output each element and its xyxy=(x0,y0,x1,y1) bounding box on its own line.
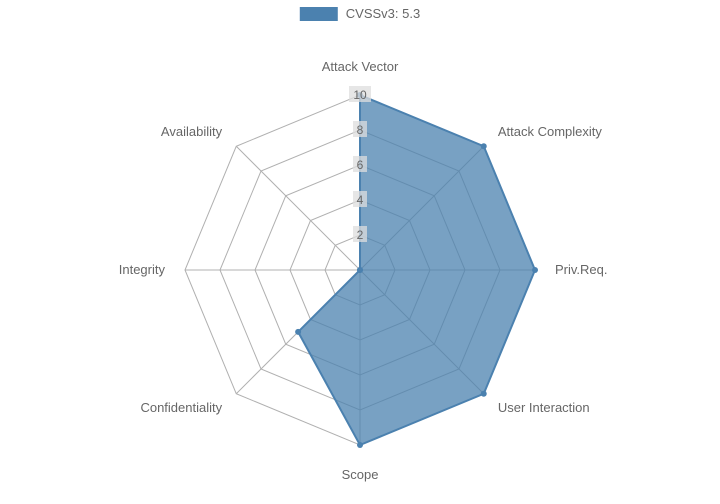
axis-label: User Interaction xyxy=(498,400,590,415)
axis-label: Attack Vector xyxy=(322,59,399,74)
series-point xyxy=(357,442,363,448)
series-point xyxy=(481,391,487,397)
axis-label: Integrity xyxy=(119,262,166,277)
radar-chart: 2 4 6 8 10 Attack Vector Attack Complexity Priv… xyxy=(0,0,720,504)
axis-label: Attack Complexity xyxy=(498,124,603,139)
axis-label: Availability xyxy=(161,124,223,139)
tick-label: 8 xyxy=(357,123,364,137)
tick-label: 10 xyxy=(353,88,367,102)
tick-label: 6 xyxy=(357,158,364,172)
tick-label: 2 xyxy=(357,228,364,242)
tick-label: 4 xyxy=(357,193,364,207)
legend: CVSSv3: 5.3 xyxy=(300,6,420,21)
axis-label: Confidentiality xyxy=(140,400,222,415)
series-point xyxy=(532,267,538,273)
series-point xyxy=(295,329,301,335)
axis-label: Scope xyxy=(342,467,379,482)
series-point xyxy=(481,143,487,149)
axis-label: Priv.Req. xyxy=(555,262,608,277)
legend-label: CVSSv3: 5.3 xyxy=(346,6,420,21)
radar-chart-container: CVSSv3: 5.3 2 4 6 8 10 Attack Vector Attack Co… xyxy=(0,0,720,504)
legend-swatch xyxy=(300,7,338,21)
series-point xyxy=(357,267,363,273)
